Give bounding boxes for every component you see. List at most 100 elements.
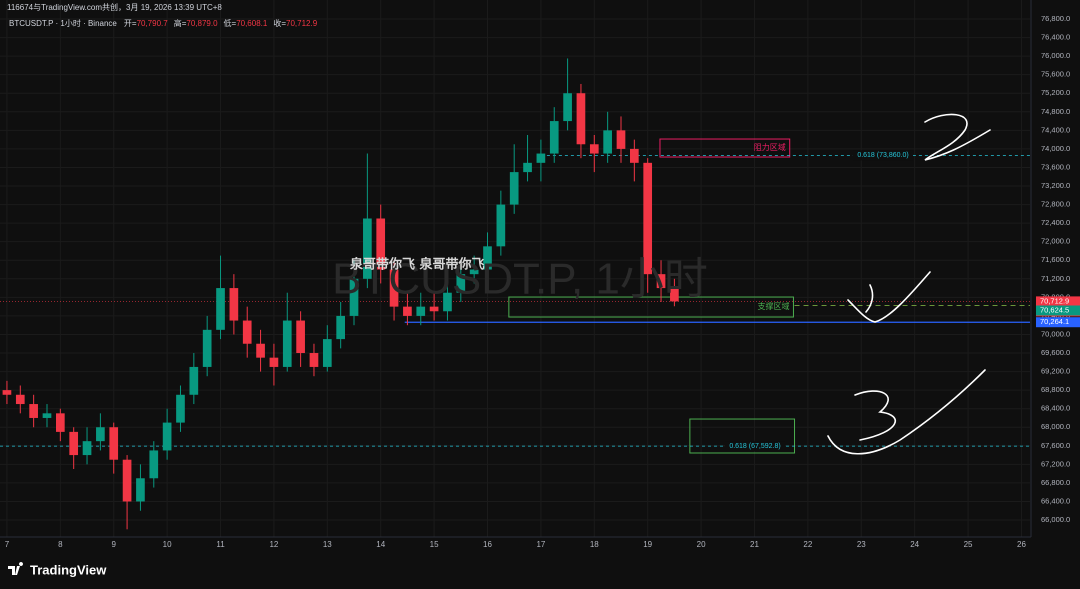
candle-body — [42, 413, 52, 418]
y-tick-label: 71,200.0 — [1041, 274, 1070, 283]
candle-body — [229, 288, 239, 321]
y-tick-label: 71,600.0 — [1041, 255, 1070, 264]
candle-body — [15, 394, 25, 405]
candle-body — [216, 288, 225, 330]
x-tick-label: 22 — [803, 540, 812, 549]
candle-body — [189, 366, 199, 395]
x-tick-label: 14 — [376, 540, 385, 549]
brand-name: TradingView — [30, 562, 107, 577]
candle-body — [456, 274, 466, 293]
y-tick-label: 76,800.0 — [1041, 14, 1070, 23]
symbol-line: BTCUSDT.P · 1小时 · Binance — [9, 18, 117, 28]
zone-label: 支撑区域 — [757, 301, 789, 311]
x-tick-label: 15 — [430, 540, 439, 549]
candle-body — [69, 431, 79, 456]
candle-body — [322, 339, 332, 367]
candle-body — [656, 274, 666, 289]
candle-body — [82, 441, 92, 456]
zone-label: 阻力区域 — [754, 142, 786, 152]
candle-body — [349, 278, 359, 316]
candle-body — [403, 306, 412, 316]
x-tick-label: 7 — [5, 540, 10, 549]
candle-body — [603, 130, 612, 154]
candle-body — [670, 288, 679, 302]
candle-body — [630, 148, 639, 163]
y-tick-label: 70,000.0 — [1041, 329, 1070, 338]
y-tick-label: 76,000.0 — [1041, 51, 1070, 60]
ohlc-value: 70,712.9 — [286, 19, 318, 28]
header-credit: 116674与TradingView.com共创，3月 19, 2026 13:… — [7, 2, 222, 12]
y-tick-label: 72,400.0 — [1041, 218, 1070, 227]
overlay-text: 泉哥带你飞 泉哥带你飞 — [350, 257, 485, 273]
candle-body — [416, 306, 426, 316]
candle-body — [429, 306, 439, 312]
candle-body — [149, 450, 159, 479]
candle-body — [309, 353, 319, 367]
candle-body — [589, 144, 599, 154]
y-tick-label: 76,400.0 — [1041, 33, 1070, 42]
logo-icon — [8, 562, 24, 575]
y-tick-label: 75,200.0 — [1041, 88, 1070, 97]
x-tick-label: 24 — [910, 540, 919, 549]
candle-body — [136, 478, 145, 502]
y-tick-label: 72,800.0 — [1041, 200, 1070, 209]
candle-body — [256, 343, 265, 358]
y-tick-label: 67,200.0 — [1041, 459, 1070, 468]
fib-label: 0.618 (67,592.8) — [729, 443, 780, 450]
zone-box — [689, 418, 796, 454]
candle-body — [363, 218, 372, 279]
candle-body — [523, 162, 532, 173]
y-tick-label: 66,800.0 — [1041, 478, 1070, 487]
candle-body — [269, 357, 279, 367]
fib-label-bg — [853, 150, 913, 161]
brand-logo: TradingView — [8, 562, 107, 577]
ohlc-name: 开= — [124, 19, 137, 28]
candle-body — [336, 315, 346, 340]
x-tick-label: 20 — [697, 540, 706, 549]
candle-body — [55, 413, 65, 432]
candle-body — [122, 459, 132, 502]
y-tick-label: 66,000.0 — [1041, 515, 1070, 524]
x-tick-label: 8 — [58, 540, 63, 549]
x-tick-label: 19 — [643, 540, 652, 549]
y-tick-label: 74,000.0 — [1041, 144, 1070, 153]
price-tag-label: 70,264.1 — [1040, 317, 1069, 326]
x-tick-label: 17 — [536, 540, 545, 549]
x-tick-label: 18 — [590, 540, 599, 549]
ohlc-value: 70,608.1 — [236, 19, 268, 28]
last-price-label: 70,712.9 — [1040, 296, 1069, 305]
fib-label: 0.618 (73,860.0) — [857, 152, 908, 159]
y-tick-label: 68,000.0 — [1041, 422, 1070, 431]
x-tick-label: 23 — [857, 540, 866, 549]
candle-body — [469, 269, 479, 275]
candle-body — [282, 320, 292, 367]
ohlc-name: 高= — [174, 18, 187, 28]
candle-body — [536, 153, 546, 163]
candle-body — [2, 390, 12, 395]
x-tick-label: 16 — [483, 540, 492, 549]
candle-body — [162, 422, 172, 451]
y-tick-label: 73,600.0 — [1041, 162, 1070, 171]
candle-body — [176, 394, 185, 423]
candle-body — [376, 218, 386, 270]
candle-body — [389, 269, 399, 307]
zone-box — [659, 138, 791, 158]
candle-body — [483, 246, 492, 270]
x-tick-label: 25 — [964, 540, 973, 549]
y-tick-label: 68,800.0 — [1041, 385, 1070, 394]
fib-label-bg — [725, 441, 785, 452]
y-tick-label: 74,400.0 — [1041, 125, 1070, 134]
x-tick-label: 9 — [112, 540, 117, 549]
candle-body — [576, 93, 586, 145]
price-tag — [1036, 305, 1080, 316]
y-tick-label: 74,800.0 — [1041, 107, 1070, 116]
y-tick-label: 73,200.0 — [1041, 181, 1070, 190]
handwriting — [827, 113, 991, 455]
candle-body — [202, 329, 212, 367]
candle-body — [616, 130, 626, 149]
x-tick-label: 21 — [750, 540, 759, 549]
y-tick-label: 66,400.0 — [1041, 496, 1070, 505]
